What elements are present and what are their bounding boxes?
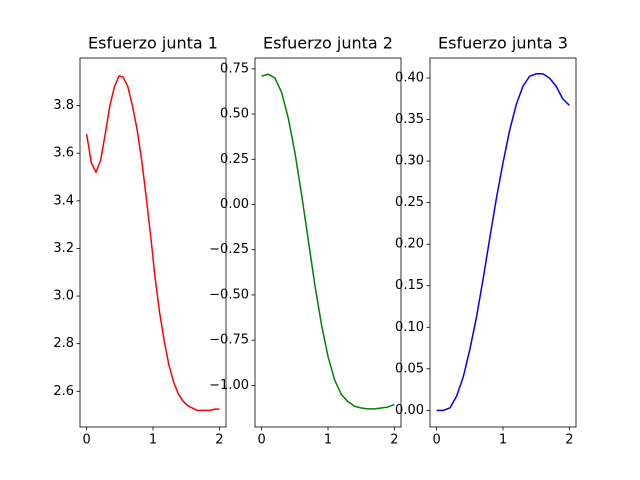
y-tick-label: 0.15	[395, 278, 424, 293]
data-line	[436, 73, 570, 412]
y-tick-label: 0.25	[395, 195, 424, 210]
y-tick-label: −0.50	[209, 287, 249, 302]
subplot-title: Esfuerzo junta 2	[263, 34, 393, 53]
x-tick-label: 2	[215, 433, 223, 448]
y-tick-label: 3.4	[53, 193, 74, 208]
y-tick-label: 3.8	[53, 98, 74, 113]
data-line	[261, 73, 395, 410]
subplot-title: Esfuerzo junta 1	[88, 34, 218, 53]
y-tick-label: −0.25	[209, 242, 249, 257]
y-tick-label: −0.75	[209, 333, 249, 348]
x-tick-label: 1	[499, 433, 507, 448]
y-tick-label: 0.50	[220, 107, 249, 122]
x-tick-label: 0	[82, 433, 90, 448]
x-tick-label: 1	[324, 433, 332, 448]
x-tick-label: 2	[565, 433, 573, 448]
data-line	[85, 75, 220, 412]
axes-frame	[79, 57, 227, 428]
y-tick-label: 3.0	[53, 289, 74, 304]
y-tick-label: 0.00	[395, 403, 424, 418]
x-tick-label: 2	[390, 433, 398, 448]
y-tick-label: 0.00	[220, 197, 249, 212]
y-tick-label: 3.6	[53, 146, 74, 161]
x-tick-label: 0	[432, 433, 440, 448]
y-tick-label: 2.8	[53, 336, 74, 351]
y-tick-label: 3.2	[53, 241, 74, 256]
subplot-title: Esfuerzo junta 3	[438, 34, 568, 53]
y-tick-label: 0.20	[395, 237, 424, 252]
y-tick-label: 0.75	[220, 61, 249, 76]
y-tick-label: 0.35	[395, 112, 424, 127]
y-tick-label: 0.10	[395, 320, 424, 335]
axes-frame	[254, 57, 402, 428]
y-tick-label: 0.30	[395, 154, 424, 169]
axes-frame	[429, 57, 577, 428]
y-tick-label: 0.05	[395, 361, 424, 376]
y-tick-label: 0.25	[220, 152, 249, 167]
y-tick-label: 2.6	[53, 384, 74, 399]
x-tick-label: 1	[149, 433, 157, 448]
y-tick-label: −1.00	[209, 378, 249, 393]
y-tick-label: 0.40	[395, 70, 424, 85]
x-tick-label: 0	[257, 433, 265, 448]
